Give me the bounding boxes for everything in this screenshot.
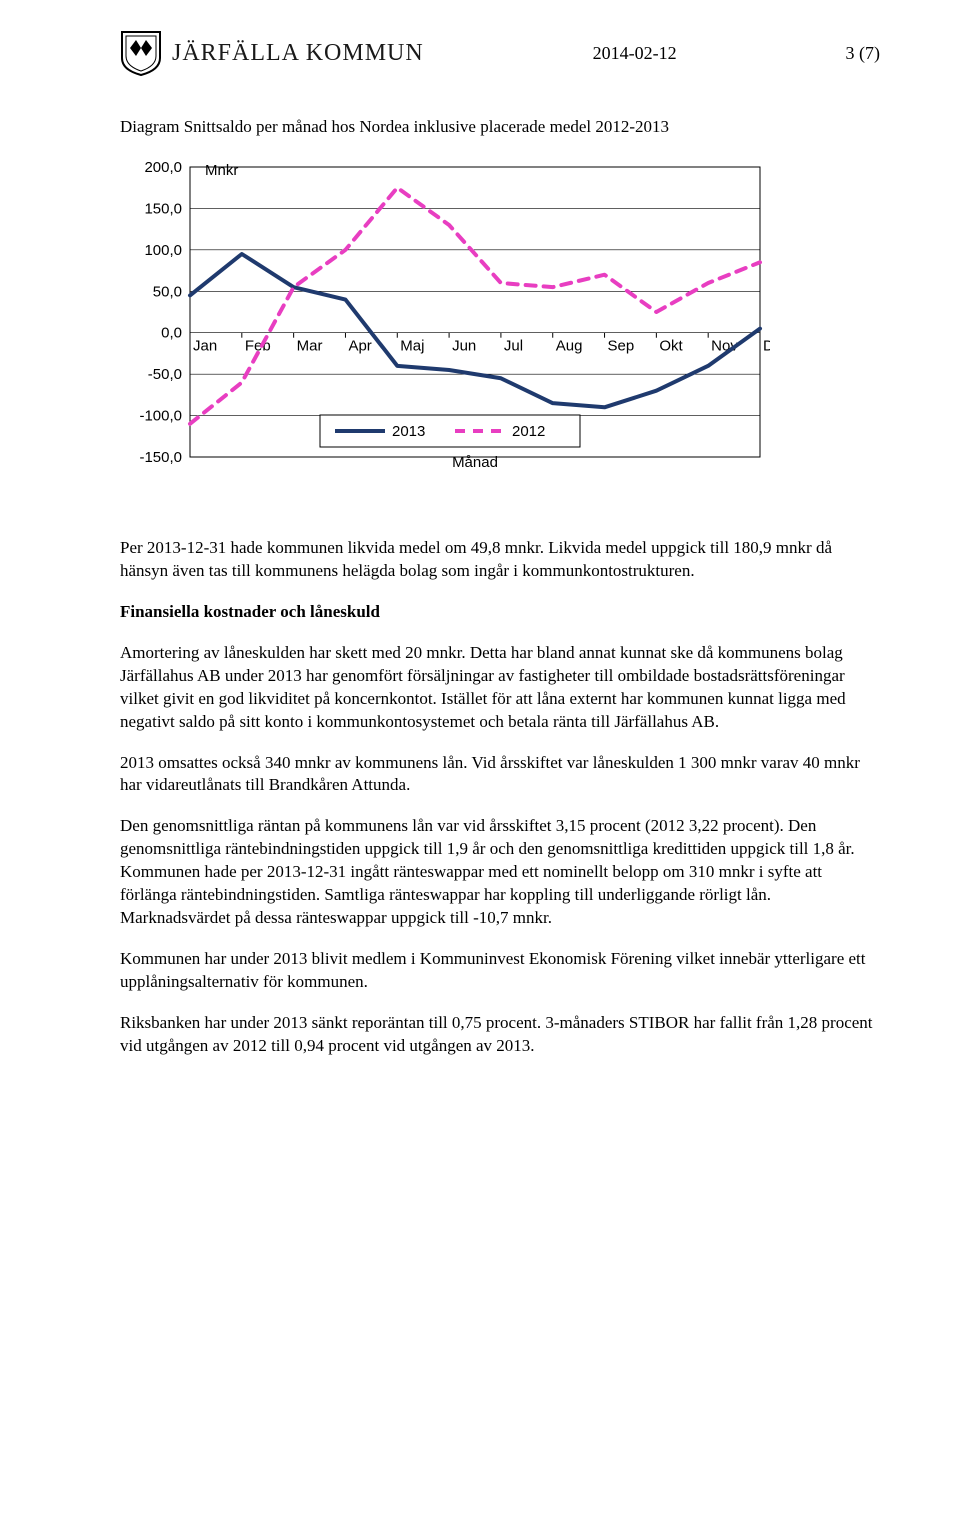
svg-text:Mar: Mar [297, 338, 323, 355]
header-date: 2014-02-12 [593, 43, 677, 64]
svg-text:Apr: Apr [348, 338, 371, 355]
svg-text:-100,0: -100,0 [139, 408, 182, 425]
svg-text:Månad: Månad [452, 454, 498, 471]
section-heading: Finansiella kostnader och låneskuld [120, 601, 880, 624]
paragraph: Riksbanken har under 2013 sänkt reporänt… [120, 1012, 880, 1058]
paragraph: 2013 omsattes också 340 mnkr av kommunen… [120, 752, 880, 798]
svg-text:2012: 2012 [512, 423, 545, 440]
paragraph: Per 2013-12-31 hade kommunen likvida med… [120, 537, 880, 583]
shield-icon [120, 30, 162, 76]
document-body: Diagram Snittsaldo per månad hos Nordea … [120, 116, 880, 1058]
svg-text:150,0: 150,0 [144, 200, 182, 217]
svg-text:2013: 2013 [392, 423, 425, 440]
svg-text:Maj: Maj [400, 338, 424, 355]
svg-text:0,0: 0,0 [161, 325, 182, 342]
svg-text:Dec: Dec [763, 338, 770, 355]
org-logo-block: JÄRFÄLLA KOMMUN [120, 30, 424, 76]
svg-text:Okt: Okt [659, 338, 683, 355]
svg-text:Mnkr: Mnkr [205, 162, 238, 179]
page: JÄRFÄLLA KOMMUN 2014-02-12 3 (7) Diagram… [0, 0, 960, 1136]
svg-text:Sep: Sep [608, 338, 635, 355]
svg-text:100,0: 100,0 [144, 242, 182, 259]
page-header: JÄRFÄLLA KOMMUN 2014-02-12 3 (7) [120, 30, 880, 76]
svg-text:-50,0: -50,0 [148, 366, 182, 383]
svg-text:Jan: Jan [193, 338, 217, 355]
paragraph: Den genomsnittliga räntan på kommunens l… [120, 815, 880, 930]
svg-text:50,0: 50,0 [153, 283, 182, 300]
header-page-number: 3 (7) [845, 43, 880, 64]
line-chart: 200,0 150,0 100,0 50,0 0,0 -50,0 -100,0 -150,0 J… [120, 157, 770, 507]
svg-text:Jun: Jun [452, 338, 476, 355]
paragraph: Kommunen har under 2013 blivit medlem i … [120, 948, 880, 994]
chart-title: Diagram Snittsaldo per månad hos Nordea … [120, 116, 880, 139]
svg-text:200,0: 200,0 [144, 159, 182, 176]
svg-text:-150,0: -150,0 [139, 449, 182, 466]
svg-text:Jul: Jul [504, 338, 523, 355]
svg-text:Aug: Aug [556, 338, 583, 355]
paragraph: Amortering av låneskulden har skett med … [120, 642, 880, 734]
org-name: JÄRFÄLLA KOMMUN [172, 40, 424, 67]
